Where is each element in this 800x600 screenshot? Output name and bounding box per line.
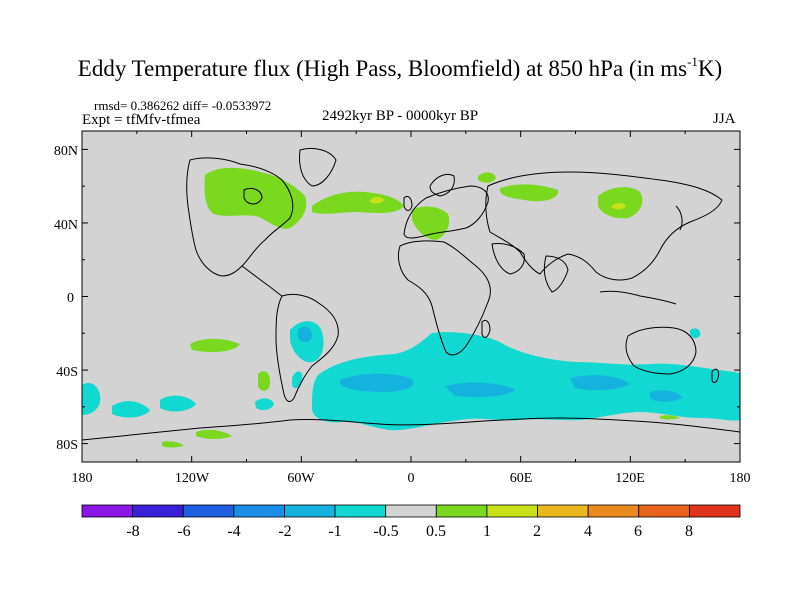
coast-asia — [485, 171, 723, 281]
y-tick-label: 40N — [54, 218, 78, 233]
contour-tasman-green — [660, 415, 680, 420]
title-tail: K) — [697, 56, 723, 81]
coast-hudson-bay — [243, 187, 263, 205]
contour-antarctic-green-2 — [162, 441, 184, 448]
colorbar-box — [587, 504, 640, 518]
contour-pacific-core — [650, 390, 682, 402]
coast-australia — [625, 326, 697, 375]
map-ticks — [81, 131, 741, 462]
coast-central-america — [241, 265, 283, 297]
x-tick-label: 60E — [510, 471, 533, 486]
coast-india — [543, 255, 569, 293]
colorbar-box — [537, 504, 589, 518]
y-tick-label: 80S — [56, 438, 78, 453]
stats-label: rmsd= 0.386262 diff= -0.0533972 — [94, 98, 272, 113]
x-tick-label: 180 — [72, 471, 93, 486]
contour-south-pacific-west — [82, 383, 101, 415]
contour-north-atlantic — [312, 191, 404, 214]
contour-south-pacific-east — [160, 395, 196, 412]
contour-south-atlantic-core — [445, 382, 515, 398]
title-superscript: -1 — [687, 54, 698, 69]
anomaly-contours — [82, 167, 740, 448]
contour-atlantic-peak — [370, 197, 384, 204]
coastlines — [82, 147, 740, 441]
colorbar-box — [688, 504, 741, 518]
contour-patagonia — [258, 371, 270, 391]
coast-madagascar — [481, 319, 491, 338]
contour-southern-ocean-main — [312, 332, 740, 431]
coast-uk — [403, 195, 413, 211]
x-tick-label: 60W — [287, 471, 315, 486]
y-axis-labels: 80N 40N 0 40S 80S — [54, 144, 78, 453]
y-tick-label: 40S — [56, 365, 78, 380]
colorbar-box — [334, 504, 387, 518]
coast-greenland — [299, 147, 337, 187]
title-main: Eddy Temperature flux (High Pass, Bloomf… — [77, 56, 688, 81]
coast-europe — [403, 185, 489, 239]
colorbar-label: -6 — [177, 523, 190, 540]
contour-chile-core — [298, 326, 312, 343]
colorbar-label: -4 — [227, 523, 240, 540]
x-axis-labels: 180 120W 60W 0 60E 120E 180 — [72, 471, 751, 486]
colorbar-label: 2 — [533, 523, 541, 540]
colorbar — [81, 504, 741, 518]
colorbar-label: -2 — [278, 523, 291, 540]
coast-indonesia — [599, 290, 677, 305]
colorbar-box — [385, 504, 437, 518]
colorbar-label: 0.5 — [426, 523, 446, 540]
colorbar-box — [132, 504, 184, 518]
contour-siberia — [500, 184, 559, 202]
contour-antarctic-green — [196, 429, 232, 439]
contour-arctic — [478, 172, 496, 183]
experiment-label: Expt = tfMfv-tfmea — [82, 112, 201, 128]
colorbar-label: 8 — [685, 523, 693, 540]
coast-new-zealand — [711, 368, 719, 383]
x-tick-label: 180 — [730, 471, 751, 486]
colorbar-label: -1 — [328, 523, 341, 540]
colorbar-box — [284, 504, 336, 518]
contour-indian-ocean-core — [340, 373, 414, 392]
contour-drake-passage — [255, 398, 274, 411]
colorbar-label: 6 — [634, 523, 642, 540]
colorbar-box — [486, 504, 538, 518]
coast-scandinavia — [429, 173, 455, 197]
season-label: JJA — [713, 111, 736, 127]
contour-asia-peak — [612, 203, 626, 210]
colorbar-box — [182, 504, 235, 518]
period-label: 2492kyr BP - 0000kyr BP — [322, 108, 479, 124]
colorbar-label: -8 — [126, 523, 139, 540]
coast-africa — [397, 240, 491, 356]
colorbar-box — [435, 504, 488, 518]
coast-japan — [675, 205, 683, 231]
contour-south-indian-core — [570, 375, 630, 391]
x-tick-label: 0 — [408, 471, 415, 486]
coast-arabia — [491, 243, 525, 275]
colorbar-label: -0.5 — [373, 523, 398, 540]
coast-antarctica — [82, 417, 740, 441]
x-tick-label: 120W — [175, 471, 210, 486]
coast-south-america — [275, 293, 339, 402]
x-tick-label: 120E — [615, 471, 645, 486]
y-tick-label: 0 — [67, 291, 74, 306]
colorbar-box — [638, 504, 690, 518]
contour-europe — [412, 206, 450, 240]
contour-east-asia — [598, 187, 643, 219]
coast-north-america — [186, 157, 294, 277]
map-title: Eddy Temperature flux (High Pass, Bloomf… — [0, 54, 800, 82]
colorbar-box — [81, 504, 134, 518]
contour-argentina — [292, 371, 303, 389]
colorbar-label: 4 — [584, 523, 592, 540]
contour-south-pacific-green — [190, 338, 240, 352]
colorbar-label: 1 — [483, 523, 491, 540]
colorbar-labels: -8 -6 -4 -2 -1 -0.5 0.5 1 2 4 6 8 — [126, 523, 693, 540]
contour-south-pacific-mid — [112, 401, 150, 418]
y-tick-label: 80N — [54, 144, 78, 159]
colorbar-box — [233, 504, 285, 518]
contour-north-america — [204, 167, 307, 229]
contour-tasman — [690, 328, 701, 339]
